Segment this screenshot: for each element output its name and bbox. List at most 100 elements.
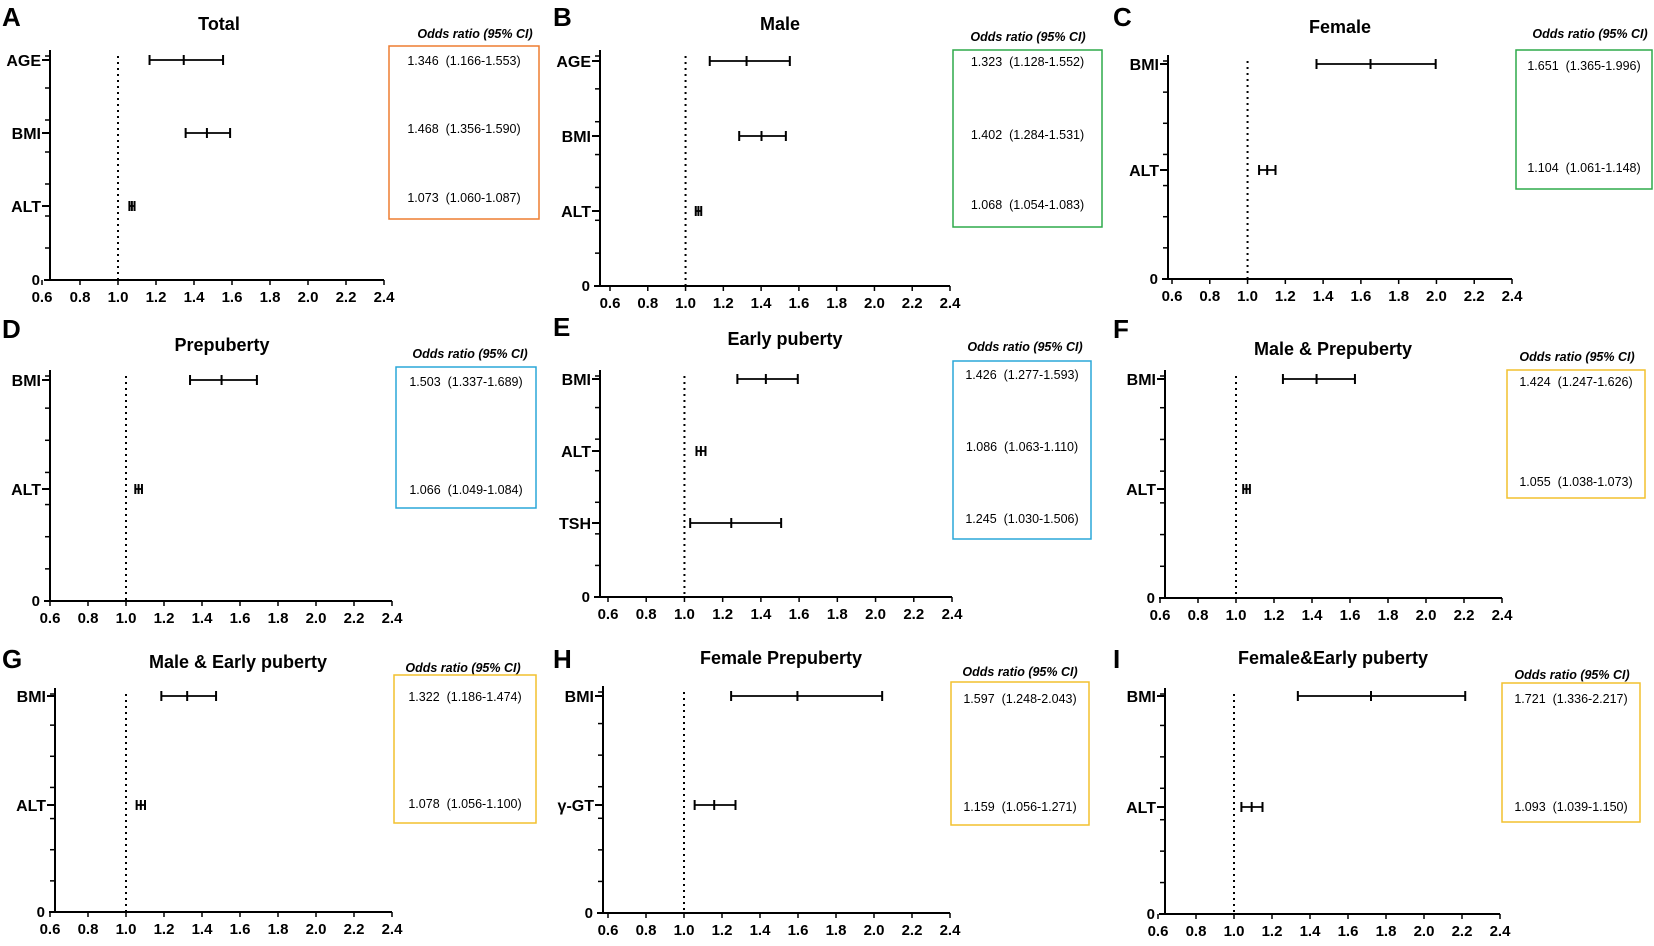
- odds-ratio-box: [1506, 369, 1646, 499]
- odds-ratio-header: Odds ratio (95% CI): [967, 340, 1082, 354]
- x-tick-label: 0.6: [1148, 923, 1169, 940]
- panel-f: F Male & Prepuberty 00.6 0.8 1.0 1.2 1.4 1.6 1.8…: [1113, 314, 1646, 624]
- variable-label-bmi: BMI: [12, 126, 41, 143]
- x-tick-label: 1.8: [826, 922, 847, 939]
- panel-h: H Female Prepuberty 0 0.6 0.8 1.0 1.2 1.4 1.6 1.8…: [553, 644, 1090, 939]
- odds-ratio-value: 1.346 (1.166-1.553): [407, 54, 520, 68]
- odds-ratio-box: [388, 45, 540, 220]
- odds-ratio-value: 1.078 (1.056-1.100): [408, 797, 521, 811]
- x-tick-label: 0.6: [600, 295, 621, 312]
- x-tick-label: 2.0: [865, 606, 886, 623]
- variable-label-bmi: BMI: [565, 689, 594, 706]
- x-tick-label: 1.6: [788, 922, 809, 939]
- odds-ratio-value: 1.073 (1.060-1.087): [407, 191, 520, 205]
- x-tick-label: 2.0: [306, 610, 327, 627]
- x-tick-label: 1.2: [1275, 288, 1296, 305]
- panel-c: C Female 00.6 0.8 1.0 1.2 1.4 1.6 1.8 2.0 2.2 2.4 BM…: [1113, 2, 1653, 305]
- x-tick-label: 1.8: [1378, 607, 1399, 624]
- odds-ratio-box: [952, 360, 1092, 540]
- panel-a: A Total 00.6 0.8 1.0 1.2 1.4 1.6 1.8 2.0 2.2 2.4 AGE…: [2, 2, 540, 306]
- x-tick-label: 1.4: [750, 922, 772, 939]
- x-tick-label: 1.2: [1262, 923, 1283, 940]
- x-tick-label: 0.8: [70, 289, 91, 306]
- x-tick-label: 2.2: [1454, 607, 1475, 624]
- x-tick-label: 2.2: [902, 295, 923, 312]
- y-zero-label: 0: [32, 593, 40, 610]
- panel-letter: D: [2, 314, 21, 344]
- panel-letter: E: [553, 312, 570, 342]
- odds-ratio-box: [1515, 49, 1653, 190]
- x-tick-label: 1.8: [1376, 923, 1397, 940]
- variable-label-alt: ALT: [11, 199, 41, 216]
- x-tick-label: 0.6: [1162, 288, 1183, 305]
- panel-title: Female Prepuberty: [700, 648, 862, 668]
- odds-ratio-header: Odds ratio (95% CI): [962, 665, 1077, 679]
- odds-ratio-value: 1.245 (1.030-1.506): [965, 512, 1078, 526]
- odds-ratio-value: 1.086 (1.063-1.110): [966, 440, 1078, 454]
- x-tick-label: 1.8: [1388, 288, 1409, 305]
- x-tick-label: 0.8: [78, 921, 99, 938]
- y-zero-label: 0: [585, 905, 593, 922]
- x-tick-label: 1.0: [1226, 607, 1247, 624]
- panel-title: Prepuberty: [174, 335, 269, 355]
- odds-ratio-header: Odds ratio (95% CI): [412, 347, 527, 361]
- panel-b: B Male 0 0.6 0.8 1.0 1.2 1.4 1.6 1.8 2.0 2.2 2.4 AGE B…: [553, 2, 1103, 312]
- odds-ratio-header: Odds ratio (95% CI): [1532, 27, 1647, 41]
- odds-ratio-box: [393, 674, 537, 824]
- x-tick-label: 0.8: [637, 295, 658, 312]
- x-tick-label: 1.2: [712, 606, 733, 623]
- x-tick-label: 1.4: [751, 295, 773, 312]
- odds-ratio-value: 1.322 (1.186-1.474): [408, 690, 521, 704]
- odds-ratio-header: Odds ratio (95% CI): [970, 30, 1085, 44]
- panel-i: I Female&Early puberty 00.6 0.8 1.0 1.2 1.4 1.6…: [1113, 644, 1641, 940]
- y-zero-label: 0: [582, 278, 590, 295]
- x-tick-label: 0.8: [1186, 923, 1207, 940]
- panel-letter: B: [553, 2, 572, 32]
- panel-title: Male & Prepuberty: [1254, 339, 1412, 359]
- x-tick-label: 1.6: [230, 921, 251, 938]
- odds-ratio-box: [950, 681, 1090, 826]
- x-tick-label: 1.0: [674, 922, 695, 939]
- odds-ratio-value: 1.066 (1.049-1.084): [409, 483, 522, 497]
- odds-ratio-value: 1.721 (1.336-2.217): [1514, 692, 1627, 706]
- x-tick-label: 2.4: [1492, 607, 1514, 624]
- x-tick-label: 2.4: [1502, 288, 1524, 305]
- panel-title: Male: [760, 14, 800, 34]
- x-tick-label: 2.4: [382, 610, 404, 627]
- odds-ratio-value: 1.323 (1.128-1.552): [971, 55, 1084, 69]
- y-zero-label: 0: [32, 272, 40, 289]
- x-tick-label: 1.8: [260, 289, 281, 306]
- x-tick-label: 2.2: [1452, 923, 1473, 940]
- y-zero-label: 0: [37, 904, 45, 921]
- odds-ratio-box: [395, 366, 537, 509]
- x-tick-label: 1.0: [108, 289, 129, 306]
- x-tick-label: 1.4: [1313, 288, 1335, 305]
- panel-e: E Early puberty 0 0.6 0.8 1.0 1.2 1.4 1.6 1.8 2.0 2…: [553, 312, 1092, 623]
- x-tick-label: 2.0: [298, 289, 319, 306]
- x-tick-label: 2.0: [864, 922, 885, 939]
- x-tick-label: 1.2: [154, 921, 175, 938]
- x-tick-label: 0.8: [1188, 607, 1209, 624]
- x-tick-label: 0.8: [636, 922, 657, 939]
- odds-ratio-header: Odds ratio (95% CI): [1514, 668, 1629, 682]
- x-tick-label: 0.8: [636, 606, 657, 623]
- variable-label-age: AGE: [556, 54, 591, 71]
- x-tick-label: 2.2: [903, 606, 924, 623]
- odds-ratio-value: 1.651 (1.365-1.996): [1527, 59, 1640, 73]
- x-tick-label: 0.6: [40, 921, 61, 938]
- odds-ratio-header: Odds ratio (95% CI): [1519, 350, 1634, 364]
- y-zero-label: 0: [582, 589, 590, 606]
- panel-title: Male & Early puberty: [149, 652, 327, 672]
- x-tick-label: 1.8: [826, 295, 847, 312]
- x-tick-label: 1.4: [192, 921, 214, 938]
- variable-label-bmi: BMI: [17, 689, 46, 706]
- odds-ratio-header: Odds ratio (95% CI): [417, 27, 532, 41]
- x-tick-label: 1.2: [713, 295, 734, 312]
- panel-letter: I: [1113, 644, 1120, 674]
- panel-letter: C: [1113, 2, 1132, 32]
- x-tick-label: 2.4: [940, 922, 962, 939]
- x-tick-label: 1.0: [116, 610, 137, 627]
- panel-title: Female&Early puberty: [1238, 648, 1428, 668]
- x-tick-label: 2.0: [1416, 607, 1437, 624]
- panel-title: Female: [1309, 17, 1371, 37]
